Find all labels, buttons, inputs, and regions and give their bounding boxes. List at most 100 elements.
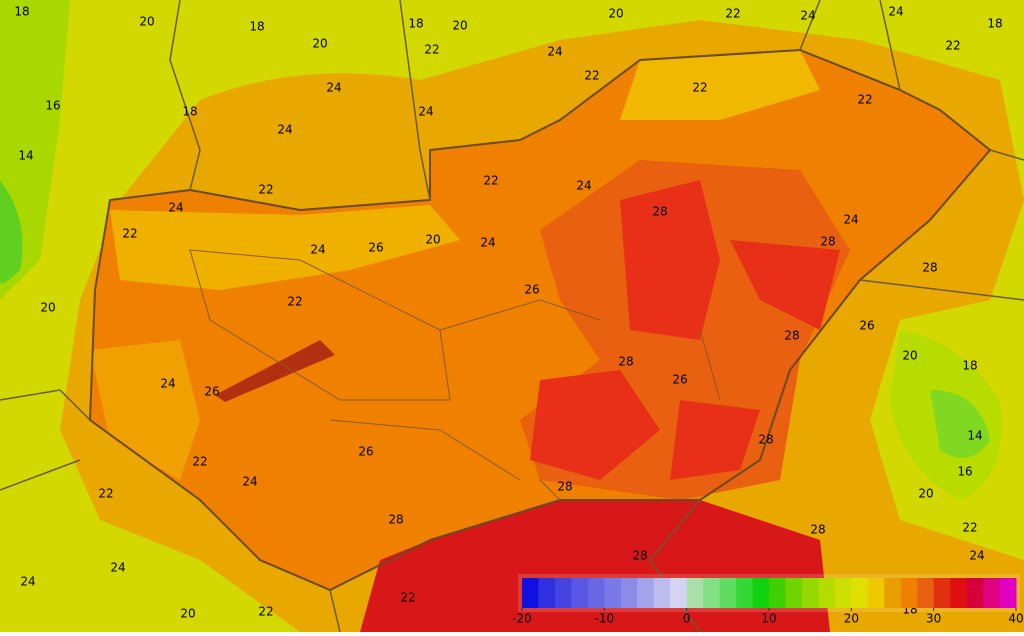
contour-label: 24 [20, 575, 35, 589]
contour-label: 22 [192, 455, 207, 469]
contour-label: 18 [987, 17, 1002, 31]
contour-label: 16 [957, 465, 972, 479]
contour-label: 22 [584, 69, 599, 83]
contour-label: 26 [358, 445, 373, 459]
contour-label: 22 [725, 7, 740, 21]
colorbar-swatch [670, 578, 688, 608]
colorbar-swatch [554, 578, 572, 608]
colorbar-swatch [851, 578, 869, 608]
contour-label: 22 [258, 605, 273, 619]
colorbar-swatch [538, 578, 556, 608]
colorbar-swatch [703, 578, 721, 608]
contour-label: 20 [40, 301, 55, 315]
colorbar-swatch [604, 578, 622, 608]
contour-label: 24 [242, 475, 257, 489]
contour-label: 26 [672, 373, 687, 387]
hottest-area [530, 180, 840, 480]
contour-label: 24 [888, 5, 903, 19]
colorbar-tick-label: 0 [683, 612, 691, 626]
colorbar-swatch [950, 578, 968, 608]
colorbar-swatch [752, 578, 770, 608]
colorbar-swatch [801, 578, 819, 608]
contour-label: 28 [652, 205, 667, 219]
contour-label: 14 [18, 149, 33, 163]
contour-label: 22 [692, 81, 707, 95]
colorbar-tick-label: -20 [512, 612, 532, 626]
colorbar-swatch [933, 578, 951, 608]
contour-label: 22 [857, 93, 872, 107]
colorbar-tick-label: 30 [926, 612, 941, 626]
contour-label: 28 [632, 549, 647, 563]
contour-label: 22 [483, 174, 498, 188]
colorbar-swatch [983, 578, 1001, 608]
contour-label: 16 [45, 99, 60, 113]
contour-label: 26 [524, 283, 539, 297]
contour-label: 24 [843, 213, 858, 227]
colorbar-swatch [900, 578, 918, 608]
contour-label: 28 [784, 329, 799, 343]
colorbar-swatch [999, 578, 1017, 608]
contour-label: 14 [967, 429, 982, 443]
colorbar-swatch [522, 578, 539, 608]
contour-label: 24 [480, 236, 495, 250]
contour-label: 22 [287, 295, 302, 309]
colorbar-tick-label: 40 [1008, 612, 1023, 626]
colorbar-swatch [818, 578, 836, 608]
colorbar-swatch [719, 578, 737, 608]
contour-label: 22 [98, 487, 113, 501]
colorbar-swatch [686, 578, 704, 608]
contour-label: 18 [249, 20, 264, 34]
colorbar-swatch [867, 578, 885, 608]
yellow-band [90, 340, 200, 480]
contour-label: 20 [180, 607, 195, 621]
colorbar-swatch [834, 578, 852, 608]
contour-label: 28 [810, 523, 825, 537]
contour-label: 22 [400, 591, 415, 605]
contour-label: 28 [758, 433, 773, 447]
contour-label: 20 [452, 19, 467, 33]
yellow-band [110, 205, 460, 290]
contour-label: 24 [168, 201, 183, 215]
contour-label: 26 [204, 385, 219, 399]
contour-label: 22 [258, 183, 273, 197]
contour-label: 28 [820, 235, 835, 249]
contour-label: 24 [310, 243, 325, 257]
contour-label: 20 [918, 487, 933, 501]
contour-label: 28 [922, 261, 937, 275]
colorbar-tick-label: 20 [844, 612, 859, 626]
colorbar-tick-label: -10 [595, 612, 615, 626]
lake-area [215, 340, 335, 402]
contour-label: 26 [859, 319, 874, 333]
colorbar-swatch [736, 578, 754, 608]
colorbar-swatch [785, 578, 803, 608]
contour-label: 24 [800, 9, 815, 23]
contour-label: 28 [618, 355, 633, 369]
contour-label: 24 [326, 81, 341, 95]
contour-label: 24 [969, 549, 984, 563]
colorbar-tick-label: 10 [761, 612, 776, 626]
contour-label: 22 [945, 39, 960, 53]
contour-label: 24 [277, 123, 292, 137]
green-area-east [930, 390, 990, 458]
contour-label: 22 [424, 43, 439, 57]
contour-label: 18 [182, 105, 197, 119]
colorbar-swatch [571, 578, 589, 608]
contour-label: 24 [576, 179, 591, 193]
colorbar-swatch [620, 578, 638, 608]
contour-label: 22 [962, 521, 977, 535]
colorbar-swatch [637, 578, 655, 608]
green-area-west [0, 180, 23, 284]
colorbar-swatch [769, 578, 786, 608]
contour-label: 20 [425, 233, 440, 247]
contour-label: 24 [418, 105, 433, 119]
contour-label: 18 [14, 5, 29, 19]
colorbar-swatch [917, 578, 935, 608]
colorbar-swatch [587, 578, 605, 608]
colorbar-swatch [966, 578, 984, 608]
contour-label: 20 [312, 37, 327, 51]
contour-label: 24 [110, 561, 125, 575]
contour-label: 28 [557, 480, 572, 494]
contour-label: 24 [547, 45, 562, 59]
colorbar-swatch [653, 578, 671, 608]
